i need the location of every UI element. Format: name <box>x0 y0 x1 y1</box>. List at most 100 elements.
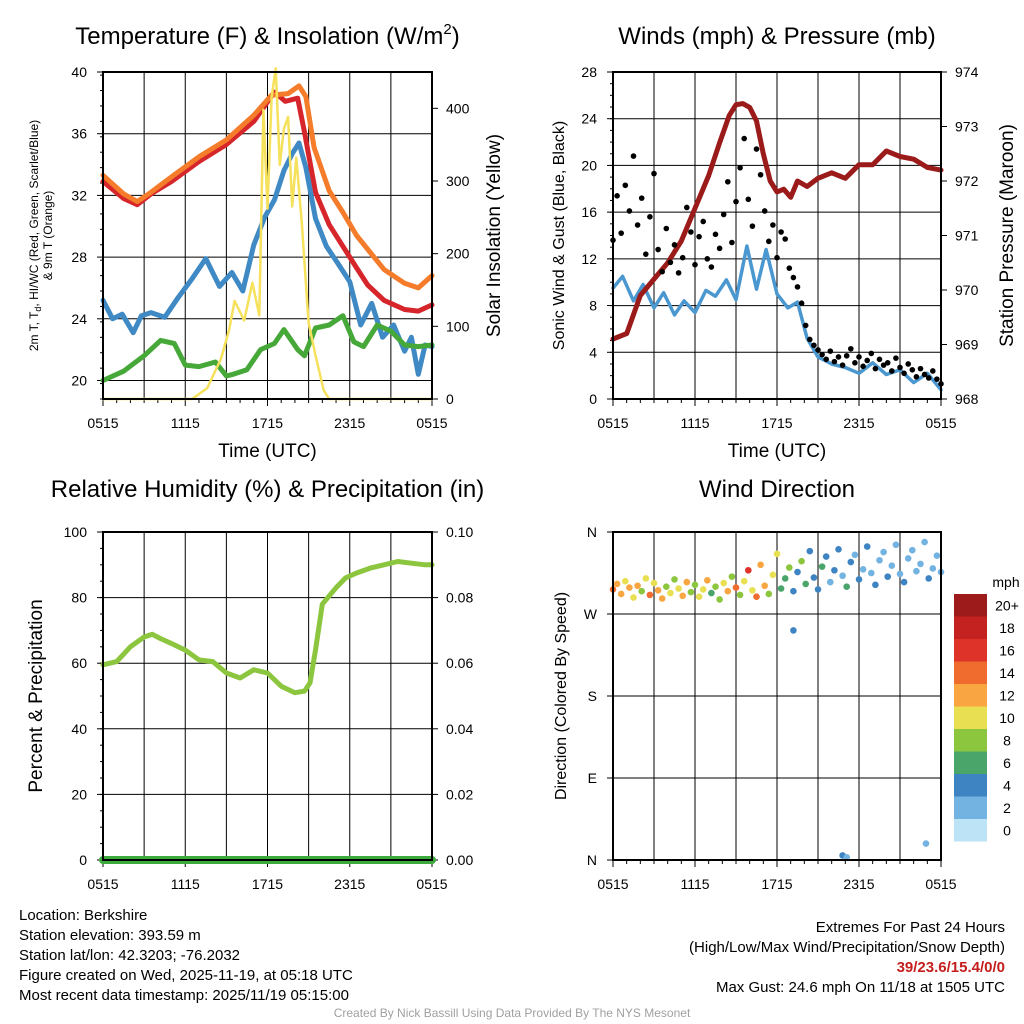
y2-tick-label: 0.02 <box>446 786 473 802</box>
y-tick-label: 32 <box>71 187 87 203</box>
extremes-subtitle: (High/Low/Max Wind/Precipitation/Snow De… <box>689 939 1005 956</box>
gust-point <box>712 231 719 238</box>
y-tick-label: 0 <box>589 391 597 407</box>
direction-point <box>630 594 637 601</box>
x-axis-label: Time (UTC) <box>218 441 317 462</box>
direction-point <box>749 587 756 594</box>
max-gust-text: Max Gust: 24.6 mph On 11/18 at 1505 UTC <box>715 979 1005 996</box>
legend-label: 8 <box>1003 732 1011 748</box>
y2-axis-label: Station Pressure (Maroon) <box>997 124 1018 347</box>
direction-point <box>831 566 838 574</box>
direction-point <box>843 583 850 590</box>
gust-point <box>741 135 747 142</box>
y2-tick-label: 0.04 <box>446 721 473 737</box>
y-tick-label: 8 <box>589 298 597 314</box>
direction-point <box>933 552 941 559</box>
gust-point <box>692 261 698 268</box>
y2-tick-label: 0 <box>446 391 454 407</box>
direction-point <box>888 562 896 570</box>
y2-tick-label: 300 <box>446 173 470 189</box>
y-tick-label: 60 <box>71 655 87 671</box>
y-axis-label: Sonic Wind & Gust (Blue, Black) <box>551 121 568 350</box>
gust-point <box>790 274 797 281</box>
y-tick-label: W <box>584 606 598 622</box>
series-line-station-pressure <box>610 101 944 342</box>
direction-point <box>687 588 695 596</box>
gust-point <box>696 233 702 240</box>
gust-point <box>819 351 825 358</box>
direction-point <box>638 587 645 595</box>
gust-point <box>893 355 899 361</box>
y-tick-label: N <box>587 524 597 540</box>
legend-swatch <box>954 819 987 842</box>
direction-point <box>667 589 674 597</box>
gust-point <box>921 371 928 378</box>
direction-point <box>712 583 719 590</box>
gust-point <box>725 178 731 185</box>
direction-point <box>757 561 764 569</box>
y-tick-label: 40 <box>71 721 87 737</box>
legend-label: 20+ <box>995 597 1019 613</box>
y2-tick-label: 968 <box>955 391 979 407</box>
gust-point <box>823 356 829 363</box>
direction-point <box>900 578 908 586</box>
gust-point <box>827 348 834 354</box>
direction-point <box>855 576 863 583</box>
direction-point <box>736 591 744 599</box>
gust-point <box>905 361 911 367</box>
legend-swatch <box>954 706 987 729</box>
y2-tick-label: 974 <box>955 64 979 80</box>
direction-point <box>777 585 785 592</box>
x-tick-label: 0515 <box>597 415 628 431</box>
gust-point <box>679 254 686 261</box>
gust-point <box>737 164 743 171</box>
gust-point <box>659 268 665 275</box>
x-tick-label: 0515 <box>87 876 118 892</box>
legend-swatch <box>954 796 987 819</box>
gust-point <box>917 365 924 372</box>
y-tick-label: 20 <box>71 372 87 388</box>
gust-point <box>638 195 645 201</box>
y-tick-label: 16 <box>581 204 597 220</box>
x-axis-label: Time (UTC) <box>728 441 827 462</box>
direction-point <box>827 578 834 586</box>
gust-point <box>700 218 706 225</box>
direction-point <box>872 581 879 589</box>
gust-point <box>634 222 641 228</box>
direction-point <box>617 590 625 598</box>
y2-axis-label: Solar Insolation (Yellow) <box>484 134 505 337</box>
y-tick-label: 100 <box>64 524 88 540</box>
y2-tick-label: 969 <box>955 337 979 353</box>
direction-point <box>917 560 924 568</box>
gust-point <box>864 357 870 364</box>
legend-label: 4 <box>1003 777 1011 793</box>
gust-point <box>651 170 657 177</box>
legend-label: 0 <box>1003 822 1011 838</box>
direction-point <box>818 563 826 570</box>
gust-point <box>655 246 661 253</box>
legend-swatch <box>954 684 987 707</box>
direction-point <box>622 577 629 585</box>
gust-point <box>716 245 723 252</box>
direction-point <box>695 593 703 600</box>
x-tick-label: 0515 <box>925 415 956 431</box>
plot-frame <box>612 531 942 861</box>
direction-point <box>683 578 691 586</box>
direction-point <box>922 840 930 847</box>
y-tick-label: 20 <box>581 157 597 173</box>
direction-point <box>663 583 670 590</box>
x-tick-label: 0515 <box>925 876 956 892</box>
legend-label: 18 <box>999 620 1015 636</box>
gust-point <box>643 251 649 257</box>
legend-swatch <box>954 729 987 752</box>
direction-point <box>794 568 801 576</box>
direction-point <box>769 571 777 579</box>
gust-point <box>684 204 690 211</box>
gust-point <box>667 259 674 266</box>
y-axis-label-line1: 2m T, Td, HI/WC (Red, Green, Scarlet/Blu… <box>27 120 43 351</box>
y-tick-label: 0 <box>79 852 87 868</box>
y-tick-label: 28 <box>71 249 87 265</box>
gust-point <box>733 198 739 205</box>
